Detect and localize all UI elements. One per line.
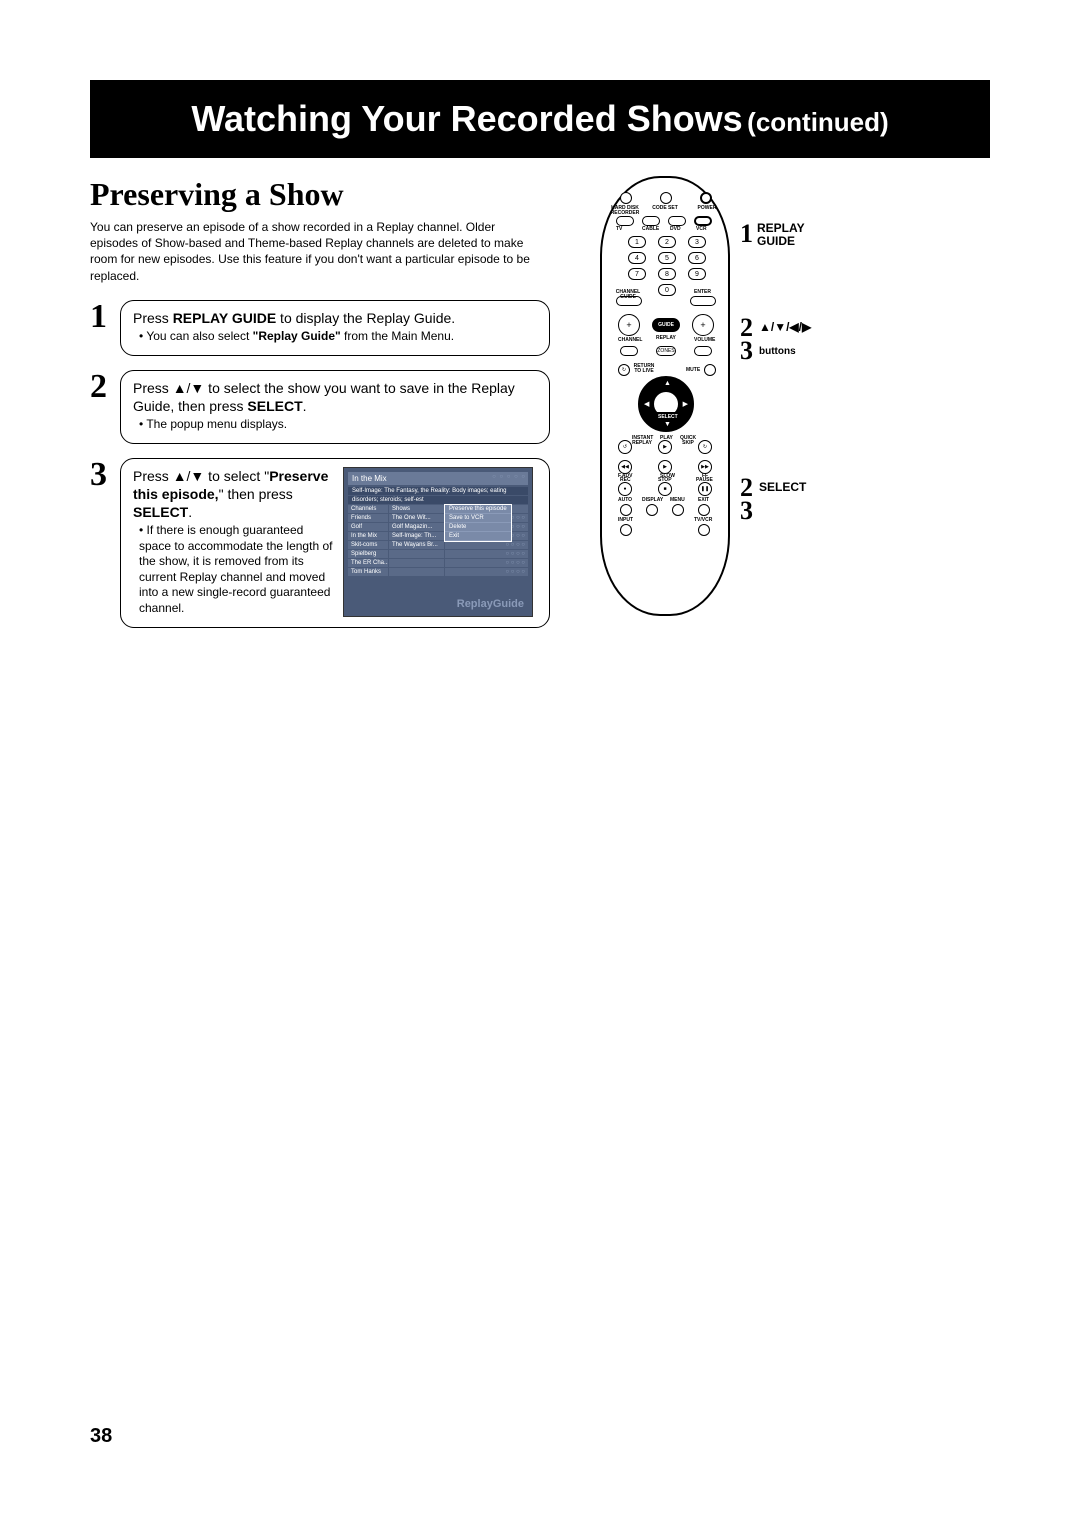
step-3-number: 3 [90, 458, 114, 492]
remote-num-3: 3 [688, 236, 706, 248]
thumb-menu-item: Save to VCR [445, 514, 511, 523]
remote-tvvcr-button [698, 524, 710, 536]
remote-num-6: 6 [688, 252, 706, 264]
remote-replay-guide-button: GUIDE [652, 318, 680, 332]
page-title-bar: Watching Your Recorded Shows (continued) [90, 80, 990, 158]
page-number: 38 [90, 1425, 112, 1448]
content-row: Preserving a Show You can preserve an ep… [90, 176, 990, 642]
remote-num-2: 2 [658, 236, 676, 248]
step-2-main: Press ▲/▼ to select the show you want to… [133, 379, 537, 415]
remote-return-button: ↻ [618, 364, 630, 376]
remote-menu-button [672, 504, 684, 516]
remote-dvd-button [668, 216, 686, 226]
remote-channel-up: + [618, 314, 640, 336]
step-1: 1 Press REPLAY GUIDE to display the Repl… [90, 300, 550, 356]
thumb-row: Tom Hanks○ ○ ○ ○ [348, 568, 528, 576]
remote-stop-button: ■ [658, 482, 672, 496]
step-1-bullet: • You can also select "Replay Guide" fro… [133, 329, 537, 345]
thumb-sub2: disorders; steroids; self-est [348, 496, 528, 504]
title-continued: (continued) [747, 107, 889, 137]
remote-codeset-button [660, 192, 672, 204]
title-main: Watching Your Recorded Shows [191, 98, 742, 139]
thumb-row: Spielberg○ ○ ○ ○ [348, 550, 528, 558]
callout-replay-guide: 1 REPLAY GUIDE [740, 222, 817, 248]
remote-play-button: ▶ [658, 440, 672, 454]
thumb-dots: ○ ○ ○ ○ ○ [492, 474, 526, 480]
remote-num-9: 9 [688, 268, 706, 280]
remote-dpad: ▲ ▼ ◀ ▶ [638, 376, 694, 432]
intro-text: You can preserve an episode of a show re… [90, 219, 540, 284]
step-3-main: Press ▲/▼ to select "Preserve this episo… [133, 467, 333, 522]
step-2-body: Press ▲/▼ to select the show you want to… [120, 370, 550, 444]
step-3: 3 Press ▲/▼ to select "Preserve this epi… [90, 458, 550, 628]
thumb-menu-item: Preserve this episode [445, 505, 511, 514]
remote-auto-button [620, 504, 632, 516]
remote-num-5: 5 [658, 252, 676, 264]
remote-instant-replay-button: ↺ [618, 440, 632, 454]
remote-tv-button [616, 216, 634, 226]
thumb-popup-menu: Preserve this episodeSave to VCRDeleteEx… [444, 504, 512, 542]
remote-slow-button: ▶ [658, 460, 672, 474]
remote-volume-down [694, 346, 712, 356]
remote-num-4: 4 [628, 252, 646, 264]
remote-label-hdr: HARD DISK RECORDER [610, 206, 640, 216]
step-1-number: 1 [90, 300, 114, 334]
remote-fadv-button: ◀◀ [618, 460, 632, 474]
step-1-main: Press REPLAY GUIDE to display the Replay… [133, 309, 537, 327]
thumb-menu-item: Exit [445, 532, 511, 541]
thumb-menu-item: Delete [445, 523, 511, 532]
remote-label-codeset: CODE SET [650, 206, 680, 211]
remote-display-button [646, 504, 658, 516]
step-2-bullet: • The popup menu displays. [133, 417, 537, 433]
thumb-watermark: ReplayGuide [457, 598, 524, 610]
remote-zones-button: ZONES [656, 346, 676, 356]
step-1-body: Press REPLAY GUIDE to display the Replay… [120, 300, 550, 356]
remote-power-button [700, 192, 712, 204]
remote-control-diagram: HARD DISK RECORDER CODE SET POWER TV CAB… [600, 176, 730, 616]
remote-mute-button [704, 364, 716, 376]
callout-arrows: 2 ▲/▼/◀/▶ 3 buttons [740, 316, 811, 363]
section-heading: Preserving a Show [90, 176, 550, 213]
thumb-row: Skit-comsThe Wayans Br...○ ○ ○ ○ [348, 541, 528, 549]
thumb-sub1: Self-Image: The Fantasy, the Reality: Bo… [348, 487, 528, 495]
remote-num-0: 0 [658, 284, 676, 296]
remote-channel-down [620, 346, 638, 356]
remote-num-8: 8 [658, 268, 676, 280]
remote-cable-button [642, 216, 660, 226]
remote-quick-skip-button: ↻ [698, 440, 712, 454]
remote-select-button: SELECT [652, 412, 684, 422]
remote-enter-button [690, 296, 716, 306]
remote-num-7: 7 [628, 268, 646, 280]
thumb-row: The ER Cha...○ ○ ○ ○ [348, 559, 528, 567]
remote-exit-button [698, 504, 710, 516]
remote-num-1: 1 [628, 236, 646, 248]
step-2-number: 2 [90, 370, 114, 404]
step-2: 2 Press ▲/▼ to select the show you want … [90, 370, 550, 444]
remote-input-button [620, 524, 632, 536]
remote-ff-button: ▶▶ [698, 460, 712, 474]
callout-select: 2 SELECT 3 [740, 476, 806, 523]
remote-led [620, 192, 632, 204]
remote-vcr-button [694, 216, 712, 226]
step-3-body: Press ▲/▼ to select "Preserve this episo… [120, 458, 550, 628]
remote-pause-button: ❚❚ [698, 482, 712, 496]
remote-label-power: POWER [692, 206, 722, 211]
replay-guide-screenshot: ○ ○ ○ ○ ○ In the Mix Self-Image: The Fan… [343, 467, 533, 617]
step-3-bullet: • If there is enough guaranteed space to… [133, 523, 333, 617]
remote-volume-up: + [692, 314, 714, 336]
remote-rec-button: ● [618, 482, 632, 496]
